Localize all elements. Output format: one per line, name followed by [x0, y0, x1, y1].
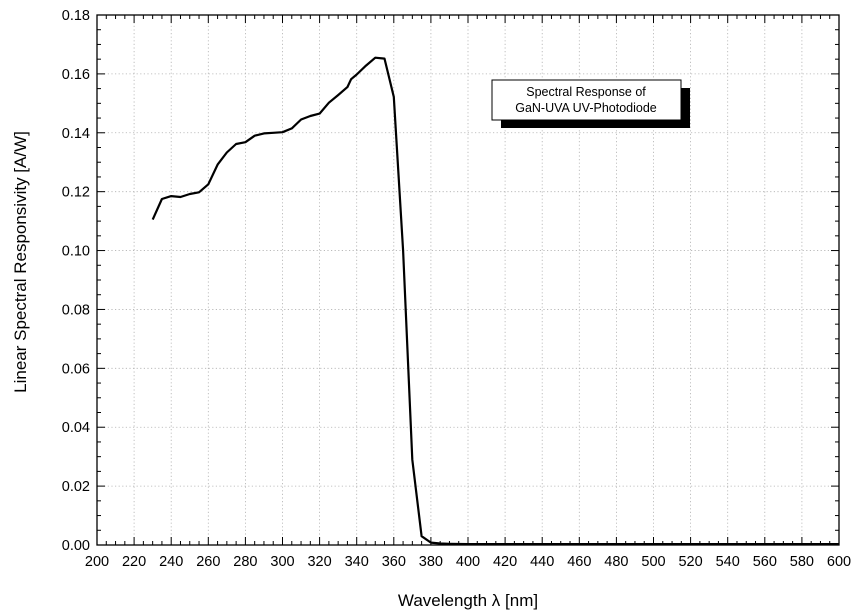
y-tick-label: 0.08	[62, 302, 90, 318]
x-tick-label: 500	[641, 554, 665, 570]
x-tick-label: 480	[604, 554, 628, 570]
x-tick-label: 520	[678, 554, 702, 570]
grid-lines	[97, 15, 839, 545]
x-tick-label: 420	[493, 554, 517, 570]
x-tick-label: 200	[85, 554, 109, 570]
annotation-line-1: Spectral Response of	[526, 85, 646, 99]
y-tick-label: 0.16	[62, 67, 90, 83]
y-tick-label: 0.18	[62, 8, 90, 24]
x-tick-label: 600	[827, 554, 851, 570]
x-tick-label: 320	[307, 554, 331, 570]
x-tick-label: 380	[419, 554, 443, 570]
x-tick-label: 540	[716, 554, 740, 570]
x-axis-title: Wavelength λ [nm]	[398, 591, 538, 610]
x-tick-label: 240	[159, 554, 183, 570]
x-tick-label: 400	[456, 554, 480, 570]
x-tick-label: 260	[196, 554, 220, 570]
x-tick-label: 440	[530, 554, 554, 570]
x-tick-label: 220	[122, 554, 146, 570]
y-tick-label: 0.14	[62, 126, 90, 142]
y-tick-labels: 0.00 0.02 0.04 0.06 0.08 0.10 0.12 0.14 0.16 0.18	[62, 8, 90, 554]
x-tick-label: 560	[753, 554, 777, 570]
annotation-box: Spectral Response of GaN-UVA UV-Photodio…	[492, 80, 690, 128]
series-line	[153, 58, 839, 544]
x-tick-label: 580	[790, 554, 814, 570]
y-axis-title: Linear Spectral Responsivity [A/W]	[11, 131, 30, 393]
y-tick-label: 0.02	[62, 479, 90, 495]
annotation-line-2: GaN-UVA UV-Photodiode	[515, 101, 657, 115]
x-tick-label: 300	[270, 554, 294, 570]
x-tick-labels: 200 220 240 260 280 300 320 340 360 380 400 420 440 4…	[85, 554, 851, 570]
y-tick-label: 0.10	[62, 244, 90, 260]
x-tick-label: 280	[233, 554, 257, 570]
y-tick-label: 0.04	[62, 420, 90, 436]
y-tick-label: 0.12	[62, 185, 90, 201]
y-tick-label: 0.06	[62, 361, 90, 377]
x-tick-label: 360	[382, 554, 406, 570]
x-tick-label: 340	[345, 554, 369, 570]
y-tick-label: 0.00	[62, 538, 90, 554]
x-tick-label: 460	[567, 554, 591, 570]
